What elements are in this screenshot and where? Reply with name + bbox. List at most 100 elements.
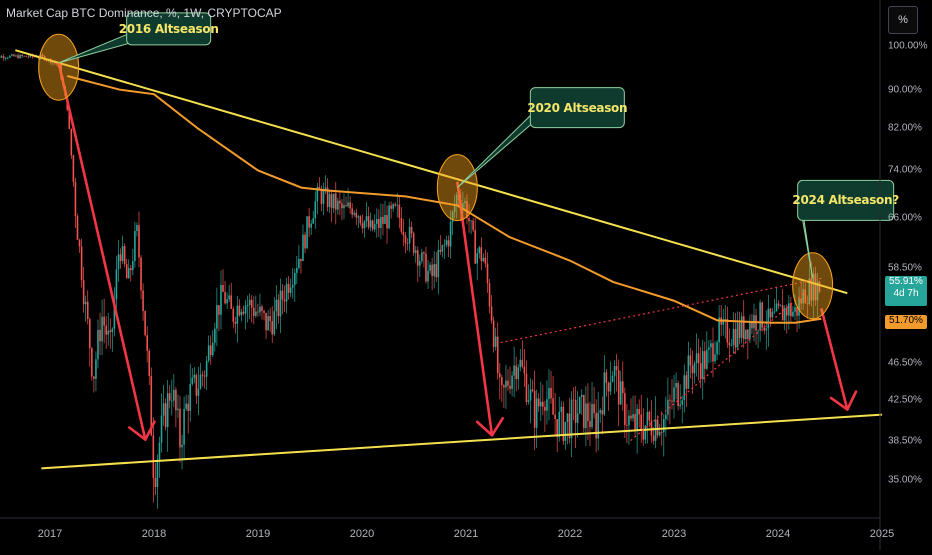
candle-body (405, 235, 407, 243)
candle-body (548, 388, 550, 399)
x-tick-label: 2025 (870, 528, 894, 540)
candle-body (1, 56, 3, 57)
candle-body (177, 409, 179, 410)
candle-body (575, 400, 577, 423)
candle-body (622, 381, 624, 393)
candle-body (175, 390, 177, 410)
candle-body (669, 400, 671, 401)
candle-body (567, 414, 569, 422)
candle-body (302, 235, 304, 261)
candle-body (308, 216, 310, 227)
candle-body (558, 412, 560, 437)
candle-body (394, 204, 396, 205)
candle-body (136, 225, 138, 231)
candle-body (729, 343, 731, 346)
candle-body (749, 322, 751, 339)
x-tick-label: 2017 (38, 528, 62, 540)
candle-body (358, 216, 360, 217)
candle-body (552, 398, 554, 414)
candle-body (17, 55, 19, 58)
candle-body (526, 374, 528, 402)
candle-body (124, 246, 126, 264)
candle-body (591, 404, 593, 427)
candle-body (210, 345, 212, 355)
candle-body (782, 306, 784, 321)
candle-body (23, 56, 25, 57)
candle-body (77, 216, 79, 240)
candle-body (368, 216, 370, 227)
candle-body (761, 303, 763, 328)
candle-body (491, 306, 493, 320)
candle-body (542, 402, 544, 407)
candle-body (636, 409, 638, 430)
candle-body (532, 389, 534, 391)
candle-body (522, 360, 524, 367)
candle-body (679, 405, 681, 406)
last-price-tag: 55.91% 4d 7h (885, 276, 927, 306)
candle-body (435, 264, 437, 277)
candle-body (485, 258, 487, 264)
highlight-circle (39, 34, 79, 100)
candle-body (241, 312, 243, 316)
candle-body (630, 416, 632, 419)
candle-body (278, 300, 280, 317)
candle-body (507, 381, 509, 386)
candle-body (530, 389, 532, 400)
highlight-circle (793, 253, 833, 319)
candle-body (489, 283, 491, 306)
candle-body (259, 307, 261, 313)
candle-body (349, 202, 351, 208)
percent-scale-button[interactable]: % (888, 6, 918, 34)
candle-body (794, 307, 796, 311)
candle-body (671, 401, 673, 402)
candle-body (524, 367, 526, 374)
x-tick-label: 2018 (142, 528, 166, 540)
trendline-upper (15, 50, 847, 293)
candle-body (675, 383, 677, 388)
dotted-trendline (631, 293, 804, 440)
y-tick-label: 74.00% (888, 165, 922, 176)
candle-body (191, 378, 193, 384)
candle-body (593, 404, 595, 413)
candle-body (267, 316, 269, 330)
candle-body (159, 443, 161, 461)
candle-body (245, 306, 247, 314)
candle-body (335, 194, 337, 210)
candle-body (196, 375, 198, 396)
callout-pointer (457, 112, 534, 188)
candle-body (554, 415, 556, 419)
candle-body (560, 407, 562, 412)
candle-body (251, 300, 253, 308)
candle-body (581, 395, 583, 397)
candle-body (384, 215, 386, 224)
y-tick-label: 35.00% (888, 475, 922, 486)
candle-body (538, 398, 540, 406)
candle-body (142, 291, 144, 311)
candle-body (360, 216, 362, 223)
candle-body (419, 261, 421, 266)
candle-body (536, 398, 538, 427)
moving-average-tag: 51.70% (885, 315, 927, 329)
candle-body (220, 285, 222, 315)
candle-body (273, 311, 275, 334)
candle-body (130, 268, 132, 270)
candle-body (79, 240, 81, 246)
candle-body (694, 363, 696, 373)
candle-body (163, 403, 165, 415)
candle-body (222, 285, 224, 292)
candle-body (786, 308, 788, 316)
candle-body (513, 366, 515, 376)
x-tick-label: 2019 (246, 528, 270, 540)
candle-body (25, 56, 27, 57)
candle-body (89, 319, 91, 348)
candle-body (333, 194, 335, 209)
candle-body (132, 261, 134, 270)
candle-body (483, 258, 485, 261)
candle-body (608, 383, 610, 392)
candle-body (112, 329, 114, 332)
candle-body (208, 345, 210, 360)
bar-countdown: 4d 7h (885, 288, 927, 300)
candle-body (331, 194, 333, 208)
